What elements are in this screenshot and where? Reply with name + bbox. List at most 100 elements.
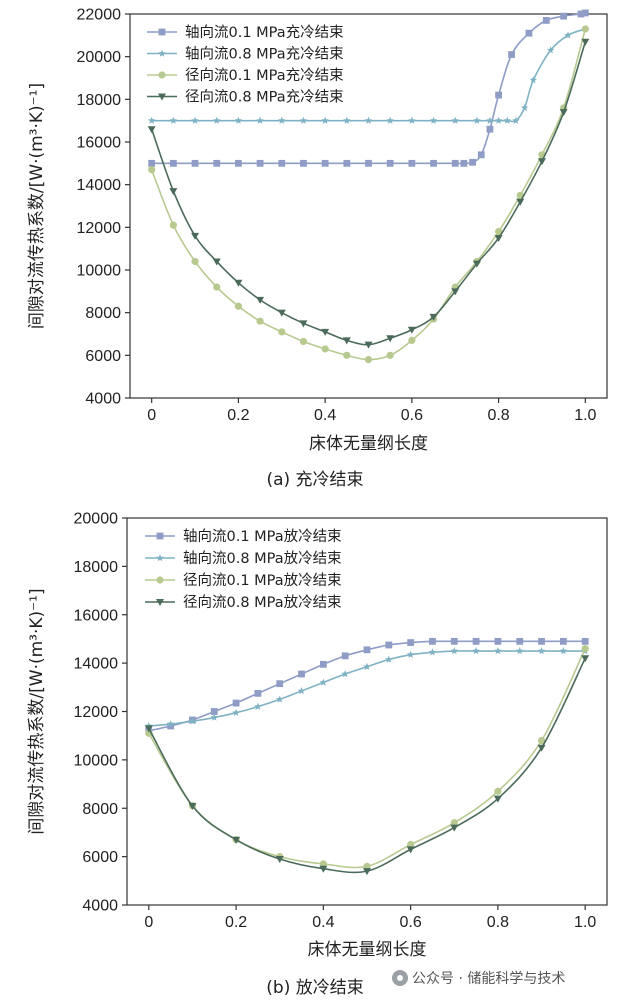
y-tick-label: 6000	[82, 849, 118, 866]
plot-frame	[129, 13, 608, 399]
x-tick-label: 0.6	[401, 407, 423, 424]
y-tick-label: 8000	[85, 305, 121, 322]
y-tick-label: 20000	[77, 49, 122, 66]
series-1	[148, 9, 589, 167]
data-point	[363, 646, 371, 654]
y-tick-label: 16000	[74, 607, 119, 624]
data-point	[364, 116, 373, 124]
data-point	[319, 660, 327, 668]
data-point	[210, 713, 219, 721]
watermark: 公众号 · 储能科学与技术	[392, 968, 565, 988]
data-point	[512, 116, 520, 124]
data-point	[493, 795, 502, 803]
x-tick-label: 0.8	[487, 407, 509, 424]
data-point	[495, 91, 502, 99]
data-point	[235, 159, 242, 167]
data-point	[364, 341, 373, 349]
data-point	[169, 188, 178, 196]
data-point	[581, 25, 589, 33]
data-point	[386, 335, 395, 343]
legend-marker	[156, 554, 164, 562]
legend-marker	[156, 532, 164, 540]
data-point	[451, 116, 460, 124]
data-point	[486, 125, 494, 133]
x-tick-label: 0.2	[225, 914, 247, 931]
data-point	[234, 279, 243, 287]
data-point	[494, 116, 503, 124]
x-axis-label: 床体无量纲长度	[308, 940, 427, 960]
y-axis-label: 间隙对流传热系数/[W·(m³·K)⁻¹]	[27, 83, 47, 329]
data-point	[516, 198, 525, 206]
data-point	[299, 116, 308, 124]
data-point	[450, 647, 459, 655]
data-point	[299, 337, 308, 346]
data-point	[386, 351, 394, 359]
data-point	[494, 235, 503, 242]
data-point	[477, 151, 485, 159]
legend-label: 轴向流0.8 MPa充冷结束	[185, 46, 344, 63]
data-point	[299, 320, 308, 328]
data-point	[300, 159, 307, 167]
legend-label: 径向流0.1 MPa放冷结束	[183, 572, 342, 589]
chart-caption: (a) 充冷结束	[266, 470, 363, 490]
data-point	[525, 29, 533, 37]
data-point	[256, 296, 265, 304]
data-point	[469, 158, 476, 166]
series-2	[145, 647, 589, 730]
data-point	[234, 116, 243, 124]
data-point	[191, 116, 199, 124]
data-point	[472, 260, 481, 268]
data-point	[581, 637, 589, 645]
chart-2: 0 0.2 0.4 0.6 0.8 1.0 4000 6000 8000 10000 12000 14…	[27, 511, 608, 998]
data-point	[232, 708, 240, 716]
data-point	[494, 637, 502, 645]
data-point	[581, 9, 589, 17]
data-point	[363, 862, 371, 870]
series-1	[145, 637, 589, 735]
data-point	[429, 116, 438, 124]
data-point	[364, 356, 373, 364]
data-point	[450, 819, 458, 827]
data-point	[559, 647, 568, 655]
data-point	[408, 159, 416, 167]
legend-marker	[156, 599, 164, 606]
data-point	[148, 159, 156, 167]
legend-marker	[158, 49, 166, 57]
y-tick-label: 8000	[82, 801, 118, 818]
data-point	[213, 159, 221, 167]
data-point	[341, 652, 349, 660]
data-point	[365, 159, 372, 167]
chart-1: 0 0.2 0.4 0.6 0.8 1.0 4000 6000 8000 10000 12000 14…	[27, 7, 608, 490]
data-point	[451, 159, 459, 167]
data-point	[537, 736, 546, 745]
data-point	[542, 17, 550, 24]
data-point	[278, 328, 286, 336]
x-tick-label: 0	[144, 914, 153, 931]
data-point	[460, 159, 468, 167]
legend-marker	[158, 93, 166, 101]
data-point	[256, 116, 264, 124]
x-tick-label: 0.4	[314, 407, 336, 424]
data-point	[408, 116, 416, 124]
data-point	[494, 787, 502, 795]
data-point	[191, 159, 199, 167]
data-point	[406, 846, 415, 854]
data-point	[210, 708, 218, 715]
data-point	[407, 326, 416, 334]
data-point	[564, 31, 572, 39]
data-point	[191, 232, 200, 240]
data-point	[169, 159, 177, 167]
data-point	[343, 159, 351, 167]
legend-label: 径向流0.8 MPa充冷结束	[185, 89, 344, 106]
y-tick-label: 4000	[85, 391, 121, 408]
data-point	[277, 309, 286, 317]
x-axis-label: 床体无量纲长度	[309, 434, 428, 454]
series-line	[148, 648, 586, 869]
data-point	[297, 686, 306, 695]
legend-label: 径向流0.1 MPa充冷结束	[185, 67, 344, 84]
x-tick-label: 1.0	[574, 407, 596, 424]
data-point	[363, 662, 371, 670]
data-point	[577, 10, 585, 18]
data-point	[385, 641, 393, 649]
